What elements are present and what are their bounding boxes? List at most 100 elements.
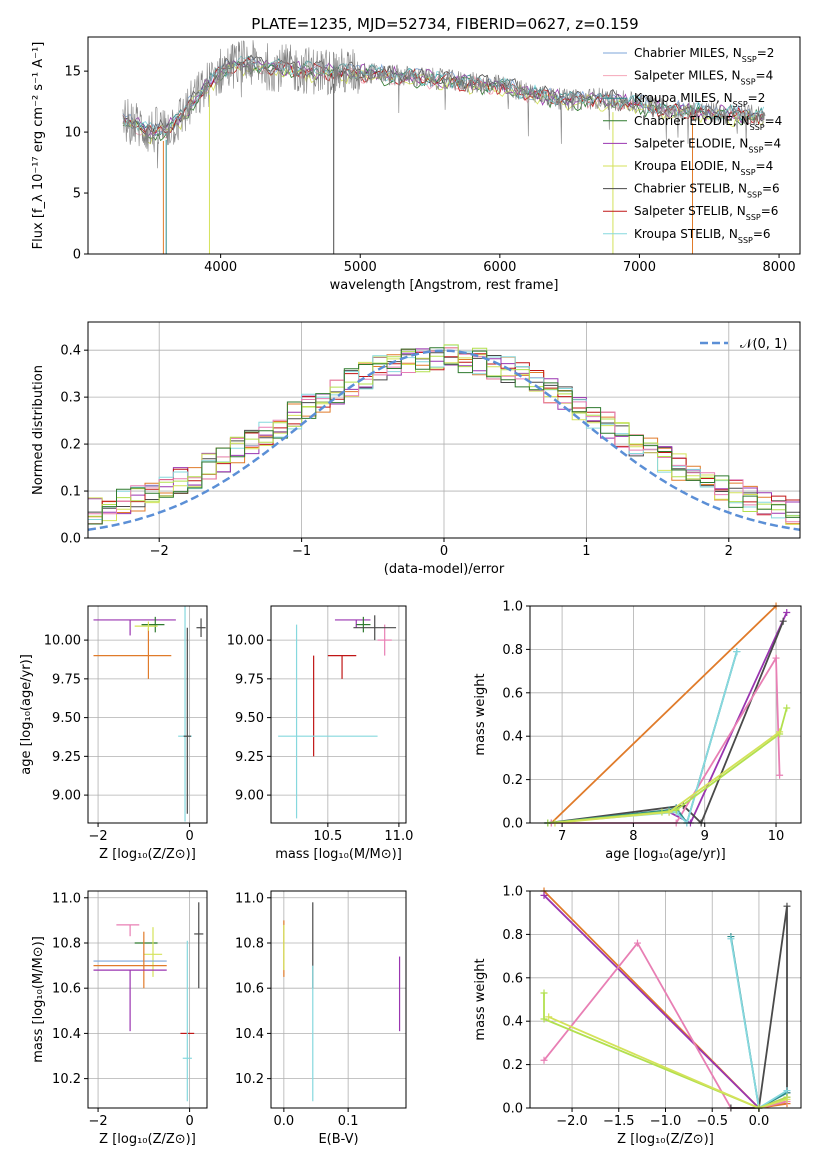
weight_vs_age-plot xyxy=(544,602,791,827)
weight-marker-salpeter_elodie xyxy=(783,609,791,617)
x-axis-label: E(B-V) xyxy=(318,1132,358,1147)
weight-marker-lime xyxy=(540,989,548,997)
weight-marker-chabrier_stelib xyxy=(779,617,787,625)
observed-spectrum xyxy=(122,40,766,169)
y-tick-label: 11.0 xyxy=(235,891,264,906)
x-axis-label: wavelength [Angstrom, rest frame] xyxy=(330,278,559,293)
weight-series-kroupa_stelib xyxy=(547,651,738,825)
y-axis-label: Normed distribution xyxy=(31,365,46,495)
figure-title: PLATE=1235, MJD=52734, FIBERID=0627, z=0… xyxy=(251,15,638,33)
x-tick-label: −2 xyxy=(88,1114,107,1129)
residuals-legend: 𝒩(0, 1) xyxy=(700,337,787,352)
y-tick-label: 10.8 xyxy=(52,936,81,951)
x-axis-label: (data-model)/error xyxy=(384,562,505,577)
y-tick-label: 0.1 xyxy=(60,485,81,500)
x-tick-label: −2 xyxy=(150,544,169,559)
mass_vs_Z-axes xyxy=(88,891,207,1108)
legend-label-kroupa_elodie: Kroupa ELODIE, NSSP=4 xyxy=(634,159,773,177)
x-tick-label: 0 xyxy=(185,1114,193,1129)
spectrum-frame: 4000 5000 6000 7000 8000 0 5 10 15 wavelength [An… xyxy=(31,36,801,293)
x-tick-label: 0.0 xyxy=(749,1114,770,1129)
weight-marker-pink xyxy=(776,771,784,779)
weight-series-pink xyxy=(551,655,781,824)
weight-series-orange xyxy=(550,605,777,824)
legend-label-chabrier_stelib: Chabrier STELIB, NSSP=6 xyxy=(634,182,780,200)
weight_vs_Z-axes xyxy=(530,890,801,1109)
weight_vs_age-frame: 7 8 9 10 0.0 0.2 0.4 0.6 0.8 1.0 age [log₁₀(age/yr… xyxy=(473,600,802,862)
mass_vs_ebv-axes xyxy=(271,891,406,1108)
plot-frame xyxy=(87,890,208,1109)
y-tick-label: 0.4 xyxy=(502,730,523,745)
weight-marker-kroupa_stelib xyxy=(733,648,741,656)
y-tick-label: 11.0 xyxy=(52,891,81,906)
x-tick-label: 7000 xyxy=(623,260,656,275)
y-tick-label: 9.75 xyxy=(52,672,81,687)
y-axis-label: mass weight xyxy=(473,958,488,1040)
y-tick-label: 0.0 xyxy=(60,532,81,547)
x-tick-label: 5000 xyxy=(344,260,377,275)
x-tick-label: 0 xyxy=(185,829,193,844)
x-tick-label: 8000 xyxy=(763,260,796,275)
y-tick-label: 10.00 xyxy=(227,634,264,649)
legend-label-normal: 𝒩(0, 1) xyxy=(740,337,787,352)
weight-marker-pink xyxy=(633,939,641,947)
age_vs_mass-axes xyxy=(271,606,406,823)
y-tick-label: 9.00 xyxy=(52,789,81,804)
weight_vs_age-axes xyxy=(530,605,801,824)
x-tick-label: 7 xyxy=(558,829,566,844)
x-axis-label: Z [log₁₀(Z/Z⊙)] xyxy=(99,1132,196,1147)
plot-frame xyxy=(270,605,407,824)
plot-frame xyxy=(529,605,802,824)
mass_vs_ebv-plot xyxy=(283,902,401,1102)
legend-label-salpeter_elodie: Salpeter ELODIE, NSSP=4 xyxy=(634,136,781,154)
plot-frame xyxy=(87,36,801,255)
x-tick-label: 2 xyxy=(725,544,733,559)
y-tick-label: 9.00 xyxy=(235,789,264,804)
weight-series-chabrier_stelib xyxy=(547,620,785,825)
y-tick-label: 0.6 xyxy=(502,686,523,701)
y-tick-label: 1.0 xyxy=(502,885,523,900)
x-tick-label: 10.5 xyxy=(313,829,342,844)
plot-frame xyxy=(87,605,208,824)
y-tick-label: 10.8 xyxy=(235,936,264,951)
weight-marker-kroupa_elodie xyxy=(783,1095,791,1103)
weight-marker-pink xyxy=(540,1056,548,1064)
x-tick-label: 10 xyxy=(768,829,785,844)
residuals-frame: −2 −1 0 1 2 0.0 0.1 0.2 0.3 0.4 (data-model)/error… xyxy=(31,321,801,577)
y-tick-label: 0.6 xyxy=(502,971,523,986)
y-tick-label: 1.0 xyxy=(502,600,523,615)
plot-frame xyxy=(270,890,407,1109)
y-tick-label: 9.50 xyxy=(235,711,264,726)
y-axis-label: mass weight xyxy=(473,673,488,755)
legend-label-salpeter_miles: Salpeter MILES, NSSP=4 xyxy=(634,69,773,87)
x-tick-label: −2.0 xyxy=(556,1114,588,1129)
y-tick-label: 0.2 xyxy=(60,438,81,453)
weight-marker-kroupa_elodie xyxy=(665,808,673,816)
x-axis-label: Z [log₁₀(Z/Z⊙)] xyxy=(99,847,196,862)
x-tick-label: 4000 xyxy=(204,260,237,275)
spectrum-legend: Chabrier MILES, NSSP=2 Salpeter MILES, NS… xyxy=(603,46,782,244)
y-tick-label: 9.25 xyxy=(235,750,264,765)
y-axis-label: age [log₁₀(age/yr)] xyxy=(19,654,34,775)
weight-marker-kroupa_elodie xyxy=(776,728,784,736)
y-tick-label: 5 xyxy=(73,187,81,202)
y-tick-label: 0.4 xyxy=(502,1015,523,1030)
x-tick-label: −1.5 xyxy=(603,1114,635,1129)
legend-label-kroupa_stelib: Kroupa STELIB, NSSP=6 xyxy=(634,227,771,245)
x-axis-label: age [log₁₀(age/yr)] xyxy=(605,847,726,862)
y-tick-label: 0.0 xyxy=(502,817,523,832)
y-tick-label: 0.8 xyxy=(502,928,523,943)
y-axis-label: mass [log₁₀(M/M⊙)] xyxy=(31,936,46,1063)
legend-label-chabrier_miles: Chabrier MILES, NSSP=2 xyxy=(634,46,774,64)
y-tick-label: 0.3 xyxy=(60,391,81,406)
legend-label-kroupa_miles: Kroupa MILES, NSSP=2 xyxy=(634,91,765,109)
y-tick-label: 10.00 xyxy=(44,634,81,649)
age_vs_mass-plot xyxy=(278,615,397,819)
x-tick-label: 0 xyxy=(440,544,448,559)
age_vs_Z-frame: −2 0 9.00 9.25 9.50 9.75 10.00 Z [log₁₀(Z/Z⊙)] a… xyxy=(19,605,208,862)
spectrum-plot xyxy=(122,40,766,254)
weight-series-lime xyxy=(547,707,788,824)
y-tick-label: 10.2 xyxy=(235,1072,264,1087)
x-tick-label: 8 xyxy=(629,829,637,844)
